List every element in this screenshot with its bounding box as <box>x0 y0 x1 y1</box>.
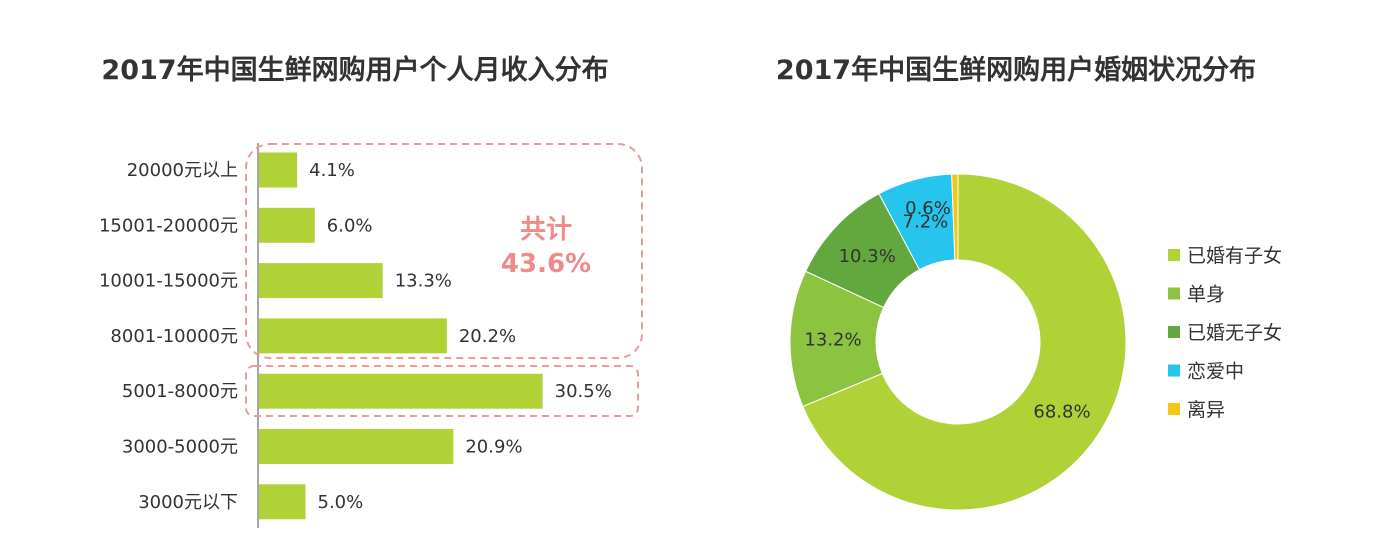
legend-label-1: 单身 <box>1187 284 1225 306</box>
slice-label-2: 10.3% <box>839 246 896 267</box>
category-label-0: 20000元以上 <box>127 160 238 181</box>
slice-label-0: 68.8% <box>1033 401 1090 422</box>
legend-label-2: 已婚无子女 <box>1187 322 1282 344</box>
marital-donut-chart: 68.8% 13.2% 10.3% 7.2%0.6% <box>789 173 1127 511</box>
income-bar-chart: 共计 43.6% 20000元以上 4.1% 15001-20000元 6.0% 100… <box>99 143 643 528</box>
legend-swatch-4 <box>1168 403 1180 415</box>
slice-0 <box>802 173 1127 511</box>
value-label-2: 13.3% <box>395 271 452 292</box>
category-label-1: 15001-20000元 <box>99 215 238 236</box>
slice-label-1: 13.2% <box>804 329 861 350</box>
income-chart-title: 2017年中国生鲜网购用户个人月收入分布 <box>101 54 608 86</box>
bar-0 <box>259 152 298 188</box>
slice-label-4: 0.6% <box>905 198 951 219</box>
category-label-6: 3000元以下 <box>138 492 238 513</box>
value-label-6: 5.0% <box>318 492 364 513</box>
legend-label-4: 离异 <box>1187 399 1225 421</box>
total-value: 43.6% <box>501 249 591 279</box>
slice-4 <box>951 173 959 261</box>
value-label-1: 6.0% <box>327 215 373 236</box>
bar-6 <box>259 484 306 520</box>
value-label-4: 30.5% <box>555 381 612 402</box>
legend-swatch-3 <box>1168 364 1180 377</box>
legend-swatch-1 <box>1168 287 1180 300</box>
value-label-5: 20.9% <box>465 437 522 458</box>
legend-swatch-0 <box>1168 249 1180 261</box>
bar-1 <box>259 207 315 243</box>
highlight-box <box>245 365 639 417</box>
category-label-3: 8001-10000元 <box>110 326 238 347</box>
value-label-3: 20.2% <box>459 326 516 347</box>
bar-5 <box>259 429 454 464</box>
marital-chart-title: 2017年中国生鲜网购用户婚姻状况分布 <box>776 54 1256 86</box>
bar-4 <box>259 373 543 409</box>
total-group-box <box>245 143 643 359</box>
bar-2 <box>259 263 383 299</box>
legend-label-3: 恋爱中 <box>1187 361 1244 383</box>
category-label-5: 3000-5000元 <box>122 437 238 458</box>
legend-swatch-2 <box>1168 326 1180 338</box>
total-label: 共计 <box>520 215 572 245</box>
legend-label-0: 已婚有子女 <box>1187 245 1282 267</box>
slice-label-3: 7.2% <box>903 211 949 232</box>
bar-3 <box>259 318 447 354</box>
category-label-4: 5001-8000元 <box>122 381 238 402</box>
category-label-2: 10001-15000元 <box>99 271 238 292</box>
value-label-0: 4.1% <box>309 160 355 181</box>
